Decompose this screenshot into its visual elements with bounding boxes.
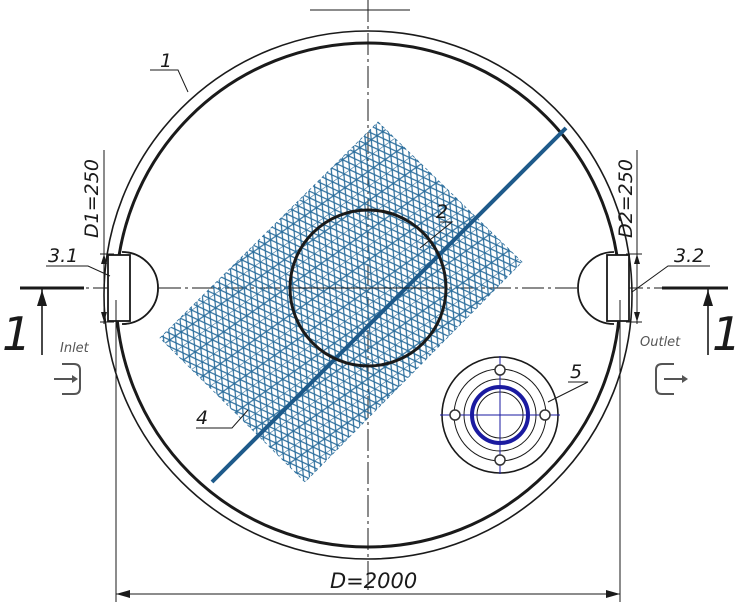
label-diameter-dim: D=2000: [330, 569, 417, 593]
label-inlet-dim: D1=250: [81, 159, 103, 238]
access-hatch: [440, 356, 560, 474]
label-inlet: Inlet: [60, 341, 90, 356]
inlet-dimension: [100, 150, 114, 324]
label-circle: 2: [436, 201, 448, 223]
filter-mesh: [159, 121, 523, 483]
outlet-dimension: [626, 150, 642, 324]
leader-lines: [46, 69, 710, 429]
label-hatch: 5: [570, 361, 582, 383]
central-circle: [288, 208, 448, 368]
outlet-arrow-icon: [655, 363, 688, 395]
label-outlet-pipe: 3.2: [674, 245, 704, 267]
baffle-plate: [210, 126, 568, 484]
label-section-right: 1: [712, 307, 735, 361]
label-ring: 1: [160, 50, 172, 72]
section-mark-left: [20, 286, 84, 355]
outlet-pipe: [577, 251, 630, 325]
label-mesh: 4: [196, 407, 208, 429]
diameter-dimension: [115, 300, 621, 602]
label-section-left: 1: [2, 307, 31, 361]
label-inlet-pipe: 3.1: [48, 245, 78, 267]
label-outlet: Outlet: [640, 335, 681, 350]
inlet-pipe: [107, 251, 159, 325]
inlet-arrow-icon: [54, 363, 81, 395]
section-mark-right: [662, 286, 728, 355]
label-outlet-dim: D2=250: [615, 159, 637, 238]
